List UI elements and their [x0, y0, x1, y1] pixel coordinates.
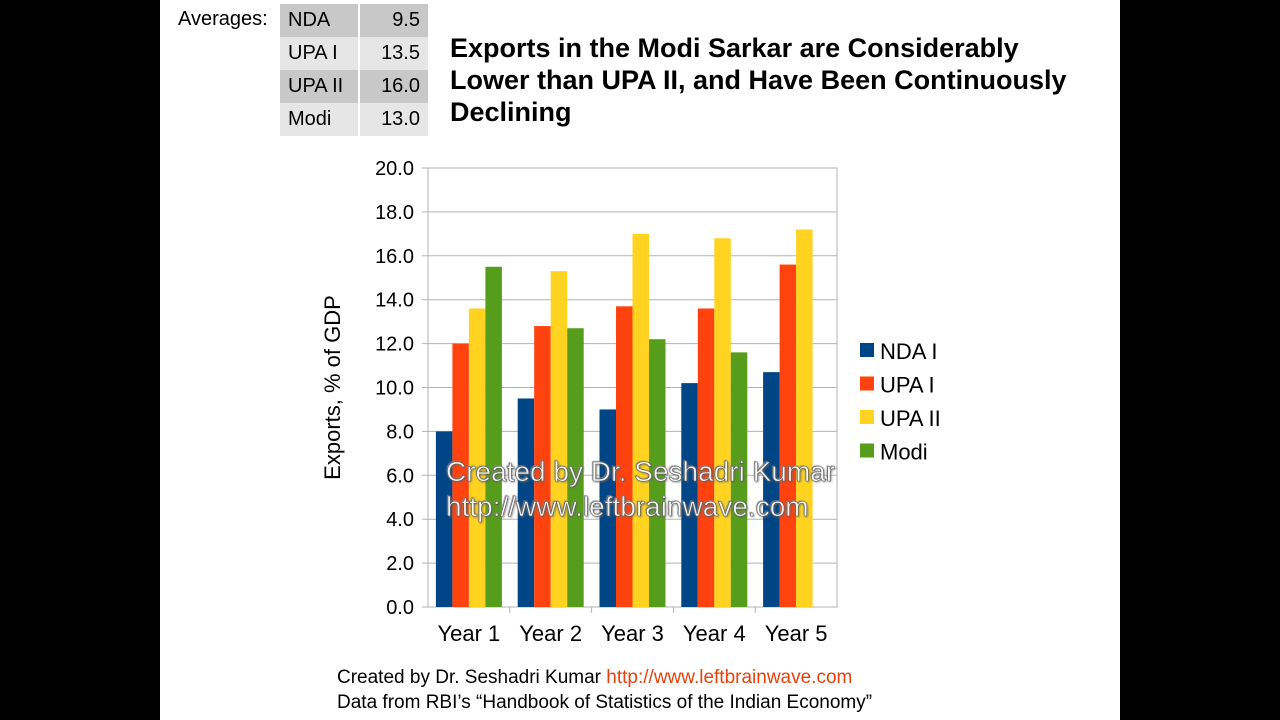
averages-row: NDA 9.5 — [280, 4, 428, 37]
bar-modi — [730, 352, 748, 607]
bar-upa-ii — [796, 229, 813, 607]
averages-name: Modi — [280, 103, 360, 136]
x-tick-label: Year 3 — [601, 621, 664, 646]
x-tick-label: Year 1 — [437, 621, 500, 646]
credit-author: Created by Dr. Seshadri Kumar — [337, 667, 602, 688]
averages-name: UPA I — [280, 37, 360, 70]
legend-swatch — [860, 376, 874, 391]
bar-chart: 0.0 2.0 4.0 6.0 8.0 10.0 12.0 14.0 16.0 18.0 20.0 Y… — [320, 158, 941, 646]
y-tick-label: 8.0 — [386, 421, 414, 443]
y-tick-label: 14.0 — [375, 290, 414, 312]
y-tick-label: 12.0 — [375, 334, 414, 356]
bar-modi — [567, 328, 584, 607]
watermark-line: http://www.leftbrainwave.com — [446, 491, 809, 523]
x-tick-label: Year 4 — [683, 621, 746, 646]
watermark: Created by Dr. Seshadri Kumar http://www… — [446, 454, 836, 524]
slide: Averages: NDA 9.5 UPA I 13.5 UPA II 16.0… — [160, 0, 1120, 720]
legend-label: UPA II — [880, 406, 941, 431]
y-tick-label: 20.0 — [375, 158, 414, 180]
credit-url-link[interactable]: http://www.leftbrainwave.com — [606, 667, 853, 688]
averages-name: NDA — [280, 4, 360, 37]
averages-value: 13.0 — [359, 103, 428, 136]
bar-nda-i — [681, 383, 698, 607]
bar-upa-i — [697, 308, 715, 607]
averages-name: UPA II — [280, 70, 360, 103]
bar-modi — [649, 339, 666, 607]
y-tick-label: 2.0 — [386, 553, 414, 575]
bar-upa-i — [534, 326, 551, 607]
footer-source: Data from RBI’s “Handbook of Statistics … — [337, 692, 873, 713]
bar-nda-i — [435, 431, 453, 607]
legend-swatch — [860, 410, 874, 424]
y-tick-label: 18.0 — [375, 202, 414, 224]
x-tick-label: Year 5 — [765, 621, 828, 646]
bar-upa-ii — [550, 271, 568, 607]
bar-upa-ii — [468, 308, 486, 607]
y-tick-label: 4.0 — [386, 509, 414, 531]
averages-row: Modi 13.0 — [280, 103, 428, 136]
averages-value: 16.0 — [359, 70, 428, 103]
averages-value: 13.5 — [359, 37, 428, 70]
x-tick-label: Year 2 — [519, 621, 582, 646]
legend-label: UPA I — [880, 373, 935, 398]
y-axis-label: Exports, % of GDP — [320, 295, 345, 480]
averages-row: UPA II 16.0 — [280, 70, 428, 103]
y-tick-label: 6.0 — [386, 465, 414, 487]
averages-value: 9.5 — [359, 4, 428, 37]
bar-upa-i — [616, 306, 633, 607]
watermark-line: Created by Dr. Seshadri Kumar — [446, 456, 836, 488]
footer-credit: Created by Dr. Seshadri Kumar http://www… — [337, 665, 872, 690]
bar-upa-ii — [632, 233, 649, 607]
bar-upa-i — [779, 264, 797, 607]
bar-upa-ii — [714, 238, 731, 607]
averages-label: Averages: — [178, 8, 268, 30]
legend-swatch — [860, 343, 874, 357]
bar-nda-i — [517, 398, 535, 607]
y-tick-label: 10.0 — [375, 378, 414, 400]
averages-table: NDA 9.5 UPA I 13.5 UPA II 16.0 Modi 13.0 — [280, 4, 428, 136]
bar-upa-i — [452, 343, 469, 607]
bar-nda-i — [599, 409, 616, 607]
footer: Created by Dr. Seshadri Kumar http://www… — [337, 665, 872, 715]
averages-row: UPA I 13.5 — [280, 37, 428, 70]
legend-swatch — [860, 443, 874, 458]
y-tick-label: 16.0 — [375, 246, 414, 268]
chart-title: Exports in the Modi Sarkar are Considera… — [450, 33, 1067, 127]
bar-nda-i — [763, 372, 780, 607]
y-tick-label: 0.0 — [386, 597, 414, 619]
bar-modi — [485, 266, 502, 607]
legend-label: NDA I — [880, 339, 937, 364]
legend-label: Modi — [880, 440, 928, 465]
